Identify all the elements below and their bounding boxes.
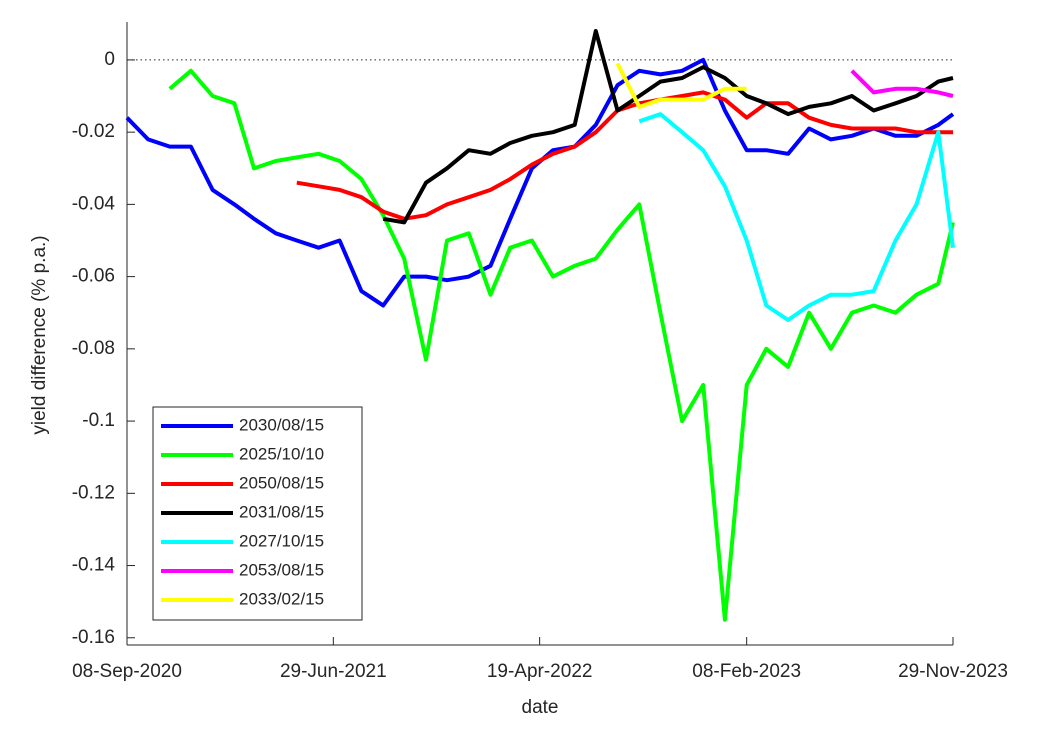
- y-axis-label: yield difference (% p.a.): [29, 235, 50, 434]
- series-line: [638, 112, 955, 322]
- legend-label: 2031/08/15: [239, 502, 324, 521]
- x-tick-label: 08-Sep-2020: [72, 661, 182, 682]
- y-tick-label: -0.16: [72, 627, 115, 648]
- y-tick-label: 0: [104, 49, 115, 70]
- legend-label: 2053/08/15: [239, 560, 324, 579]
- y-tick-label: -0.02: [72, 121, 115, 142]
- x-axis-label: date: [522, 697, 559, 718]
- legend-label: 2050/08/15: [239, 473, 324, 492]
- legend: 2030/08/15 2025/10/10 2050/08/15 2031/08/15…: [152, 406, 363, 621]
- x-tick-label: 29-Jun-2021: [280, 661, 387, 682]
- x-tick-label: 19-Apr-2022: [487, 661, 593, 682]
- series-line: [382, 29, 954, 225]
- series-line: [850, 69, 954, 98]
- series-line: [296, 90, 953, 221]
- series-line: [125, 57, 955, 308]
- y-tick-label: -0.04: [72, 193, 116, 214]
- legend-label: 2027/10/15: [239, 531, 324, 550]
- series-line: [168, 68, 955, 622]
- y-tick-label: -0.08: [72, 338, 115, 359]
- y-tick-label: -0.12: [72, 482, 115, 503]
- legend-label: 2025/10/10: [239, 444, 324, 463]
- y-tick-label: -0.06: [72, 266, 115, 287]
- x-tick-label: 29-Nov-2023: [898, 661, 1008, 682]
- legend-label: 2030/08/15: [239, 415, 324, 434]
- series-line: [615, 62, 747, 109]
- x-tick-label: 08-Feb-2023: [692, 661, 801, 682]
- legend-label: 2033/02/15: [239, 589, 324, 608]
- y-tick-label: -0.1: [82, 410, 115, 431]
- y-tick-label: -0.14: [72, 555, 116, 576]
